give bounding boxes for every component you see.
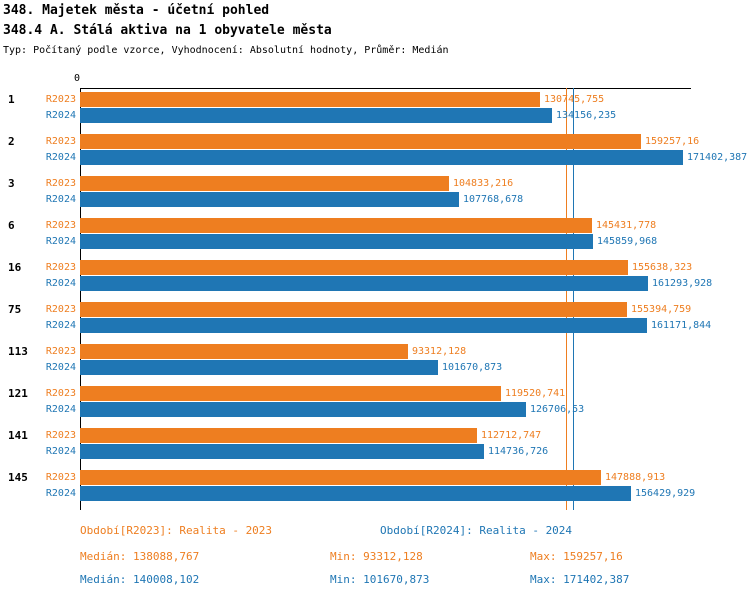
series-label-r2023: R2023 [45, 136, 76, 147]
series-label-r2024: R2024 [45, 152, 76, 163]
bar-r2024-cat-113 [80, 360, 438, 375]
value-label-r2023-cat-3: 104833,216 [453, 178, 514, 189]
series-label-r2024: R2024 [45, 278, 76, 289]
series-label-r2024: R2024 [45, 488, 76, 499]
value-label-r2023-cat-6: 145431,778 [596, 220, 657, 231]
bar-r2023-cat-75 [80, 302, 627, 317]
bar-r2024-cat-141 [80, 444, 484, 459]
value-label-r2023-cat-1: 130745,755 [544, 94, 605, 105]
series-label-r2023: R2023 [45, 178, 76, 189]
value-label-r2024-cat-6: 145859,968 [597, 236, 658, 247]
median-line-r2024 [573, 88, 574, 510]
bar-chart: 0 1 R2023 130745,755 R2024 134156,235 2 R2023 1… [0, 73, 750, 510]
bar-r2023-cat-113 [80, 344, 408, 359]
category-label-16: 16 [8, 261, 22, 274]
category-label-1: 1 [8, 93, 15, 106]
series-label-r2023: R2023 [45, 94, 76, 105]
axis-zero-label: 0 [73, 73, 80, 84]
category-label-141: 141 [8, 429, 28, 442]
bar-r2023-cat-121 [80, 386, 501, 401]
series-label-r2024: R2024 [45, 404, 76, 415]
series-label-r2023: R2023 [45, 220, 76, 231]
value-label-r2024-cat-2: 171402,387 [687, 152, 748, 163]
series-label-r2024: R2024 [45, 236, 76, 247]
bar-r2023-cat-145 [80, 470, 601, 485]
stat-max-2023: Max: 159257,16 [530, 550, 623, 563]
bar-r2023-cat-3 [80, 176, 449, 191]
value-label-r2023-cat-16: 155638,323 [632, 262, 693, 273]
bar-r2023-cat-16 [80, 260, 628, 275]
axis-top-line [80, 88, 691, 89]
series-label-r2024: R2024 [45, 362, 76, 373]
value-label-r2023-cat-141: 112712,747 [481, 430, 542, 441]
category-label-121: 121 [8, 387, 28, 400]
median-line-r2023 [566, 88, 567, 510]
bar-r2024-cat-1 [80, 108, 552, 123]
series-label-r2024: R2024 [45, 446, 76, 457]
stat-max-2024: Max: 171402,387 [530, 573, 630, 586]
bar-r2024-cat-3 [80, 192, 459, 207]
series-label-r2023: R2023 [45, 346, 76, 357]
value-label-r2024-cat-145: 156429,929 [635, 488, 696, 499]
value-label-r2023-cat-2: 159257,16 [645, 136, 700, 147]
indicator-title: 348.4 A. Stálá aktiva na 1 obyvatele měs… [3, 23, 332, 38]
value-label-r2023-cat-75: 155394,759 [631, 304, 692, 315]
series-label-r2023: R2023 [45, 388, 76, 399]
category-label-6: 6 [8, 219, 15, 232]
bar-r2023-cat-141 [80, 428, 477, 443]
stat-median-2023: Medián: 138088,767 [80, 550, 200, 563]
series-label-r2023: R2023 [45, 304, 76, 315]
stat-min-2023: Min: 93312,128 [330, 550, 423, 563]
value-label-r2023-cat-113: 93312,128 [412, 346, 467, 357]
bar-r2024-cat-6 [80, 234, 593, 249]
series-label-r2023: R2023 [45, 472, 76, 483]
axis-left-line [80, 88, 81, 510]
chart-meta-line: Typ: Počítaný podle vzorce, Vyhodnocení:… [3, 45, 449, 56]
series-label-r2024: R2024 [45, 194, 76, 205]
stat-min-2024: Min: 101670,873 [330, 573, 430, 586]
value-label-r2023-cat-121: 119520,741 [505, 388, 566, 399]
category-label-75: 75 [8, 303, 22, 316]
bar-r2023-cat-6 [80, 218, 592, 233]
value-label-r2024-cat-141: 114736,726 [488, 446, 549, 457]
bar-r2023-cat-2 [80, 134, 641, 149]
category-label-3: 3 [8, 177, 15, 190]
bar-r2024-cat-16 [80, 276, 648, 291]
bar-r2023-cat-1 [80, 92, 540, 107]
legend-period-2023: Období[R2023]: Realita - 2023 [80, 524, 273, 537]
value-label-r2024-cat-16: 161293,928 [652, 278, 713, 289]
bar-r2024-cat-75 [80, 318, 647, 333]
bar-r2024-cat-145 [80, 486, 631, 501]
category-label-145: 145 [8, 471, 28, 484]
value-label-r2024-cat-113: 101670,873 [442, 362, 503, 373]
legend-period-2024: Období[R2024]: Realita - 2024 [380, 524, 573, 537]
series-label-r2023: R2023 [45, 430, 76, 441]
series-label-r2023: R2023 [45, 262, 76, 273]
series-label-r2024: R2024 [45, 320, 76, 331]
category-label-113: 113 [8, 345, 28, 358]
value-label-r2024-cat-75: 161171,844 [651, 320, 712, 331]
value-label-r2024-cat-3: 107768,678 [463, 194, 524, 205]
series-label-r2024: R2024 [45, 110, 76, 121]
category-label-2: 2 [8, 135, 15, 148]
value-label-r2024-cat-121: 126706,53 [530, 404, 585, 415]
bar-r2024-cat-2 [80, 150, 683, 165]
value-label-r2023-cat-145: 147888,913 [605, 472, 666, 483]
report-title: 348. Majetek města - účetní pohled [3, 3, 270, 18]
bar-r2024-cat-121 [80, 402, 526, 417]
value-label-r2024-cat-1: 134156,235 [556, 110, 617, 121]
stat-median-2024: Medián: 140008,102 [80, 573, 200, 586]
